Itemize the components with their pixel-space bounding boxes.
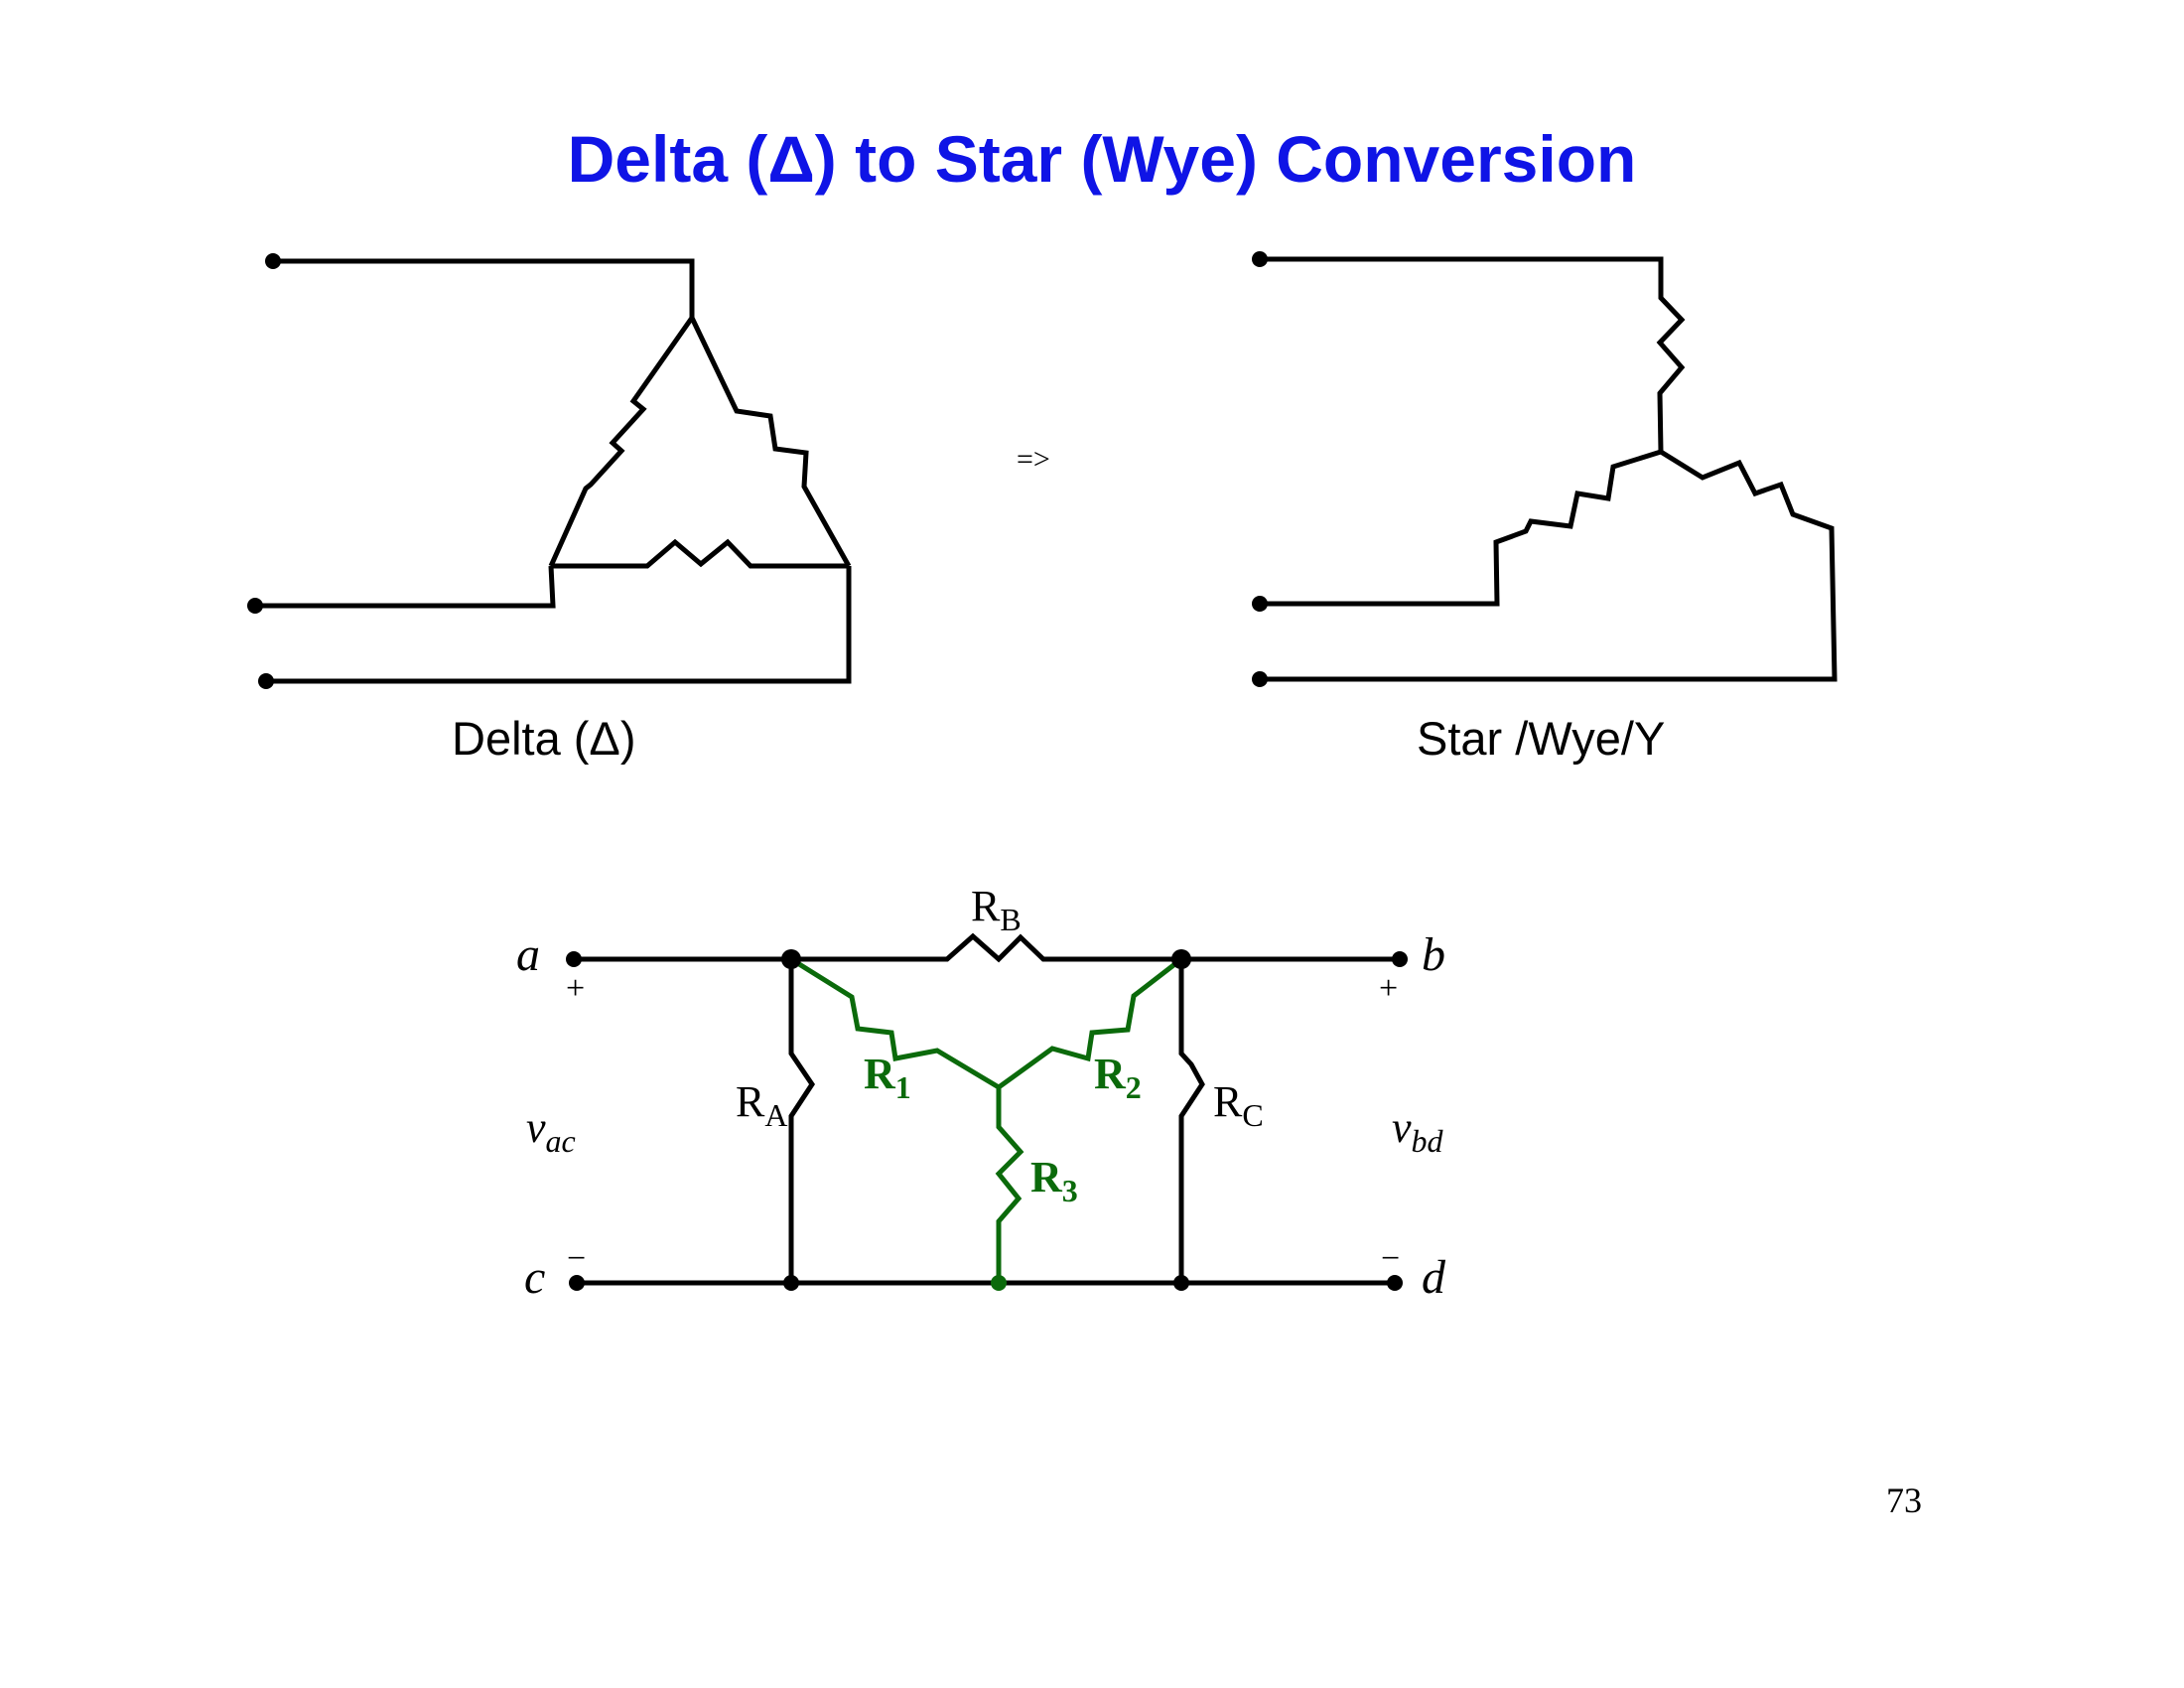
delta-terminal-bottom bbox=[258, 673, 274, 689]
junction-right-bottom bbox=[1173, 1275, 1189, 1291]
delta-left-lead bbox=[255, 565, 556, 609]
rb-label: RB bbox=[971, 882, 1022, 937]
junction-left-bottom bbox=[783, 1275, 799, 1291]
delta-bottom-resistor bbox=[551, 538, 849, 569]
delta-right-lead bbox=[266, 566, 852, 684]
resistor-rc bbox=[1178, 959, 1205, 1283]
terminal-c-label: c bbox=[524, 1251, 545, 1304]
plus-sign-left: + bbox=[566, 970, 585, 1007]
terminal-d-label: d bbox=[1422, 1251, 1446, 1304]
r1-label: R1 bbox=[864, 1050, 911, 1105]
minus-sign-right: − bbox=[1381, 1240, 1400, 1277]
rc-label: RC bbox=[1213, 1077, 1264, 1133]
voltage-vac-label: vac bbox=[526, 1103, 576, 1159]
junction-left-top bbox=[781, 949, 801, 969]
junction-r3-bottom bbox=[991, 1275, 1007, 1291]
resistor-r3 bbox=[995, 1087, 1024, 1283]
node-c bbox=[569, 1275, 585, 1291]
resistor-ra bbox=[788, 959, 816, 1283]
voltage-vbd-label: vbd bbox=[1392, 1103, 1444, 1159]
resistor-r2 bbox=[997, 957, 1183, 1090]
star-right-resistor bbox=[1260, 449, 1838, 682]
star-network bbox=[1260, 256, 1838, 682]
delta-network bbox=[255, 258, 852, 684]
minus-sign-left: − bbox=[567, 1240, 586, 1277]
circuit-wye-resistors bbox=[789, 956, 1183, 1283]
star-left-resistor bbox=[1260, 449, 1662, 607]
plus-sign-right: + bbox=[1379, 970, 1398, 1007]
delta-left-resistor bbox=[548, 316, 695, 568]
ra-label: RA bbox=[736, 1077, 787, 1133]
delta-terminal-mid bbox=[247, 598, 263, 614]
page-number: 73 bbox=[1886, 1480, 1922, 1520]
star-terminal-mid bbox=[1252, 596, 1268, 612]
delta-caption: Delta (Δ) bbox=[452, 712, 635, 765]
resistor-rb bbox=[791, 932, 1400, 963]
conversion-arrow: => bbox=[1017, 443, 1050, 476]
star-top-wire bbox=[1260, 256, 1686, 453]
delta-right-resistor bbox=[689, 316, 852, 568]
terminal-b-label: b bbox=[1422, 928, 1445, 981]
terminal-a-label: a bbox=[516, 928, 540, 981]
delta-top-wire bbox=[273, 258, 695, 318]
junction-right-top bbox=[1171, 949, 1191, 969]
delta-terminal-top bbox=[265, 253, 281, 269]
r3-label: R3 bbox=[1030, 1153, 1078, 1208]
page-title: Delta (Δ) to Star (Wye) Conversion bbox=[567, 122, 1637, 196]
node-b bbox=[1392, 951, 1408, 967]
circuit-black-wires bbox=[574, 932, 1400, 1286]
node-d bbox=[1387, 1275, 1403, 1291]
node-a bbox=[566, 951, 582, 967]
star-terminal-top bbox=[1252, 251, 1268, 267]
resistor-r1 bbox=[789, 956, 1001, 1090]
r2-label: R2 bbox=[1094, 1050, 1142, 1105]
star-terminal-bottom bbox=[1252, 671, 1268, 687]
star-caption: Star /Wye/Y bbox=[1417, 712, 1665, 765]
